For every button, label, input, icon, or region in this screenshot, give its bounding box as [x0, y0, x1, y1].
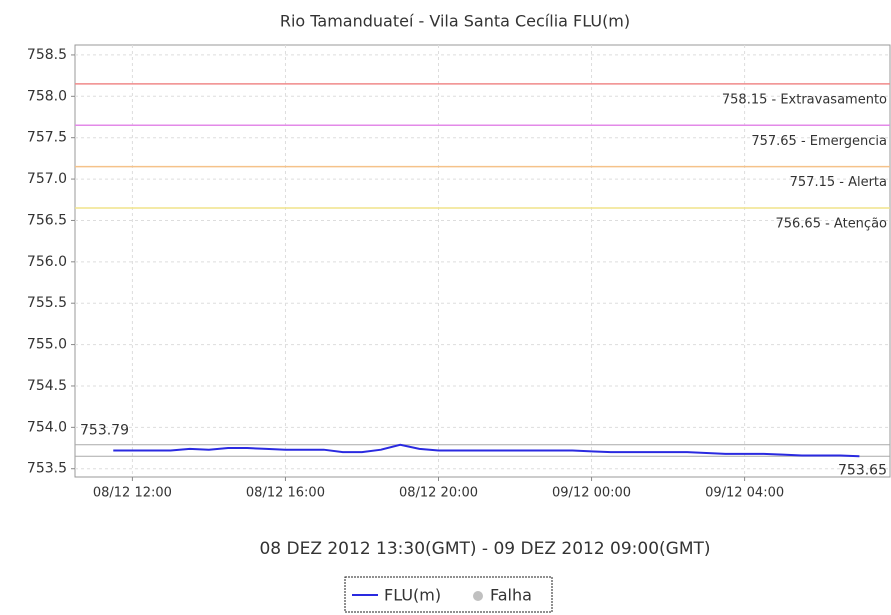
y-tick-label: 754.5	[27, 378, 67, 394]
legend-label: Falha	[490, 586, 532, 605]
y-tick-label: 755.0	[27, 337, 67, 353]
x-axis-label: 08 DEZ 2012 13:30(GMT) - 09 DEZ 2012 09:…	[259, 539, 710, 559]
y-tick-label: 757.5	[27, 130, 67, 146]
threshold-label: 757.65 - Emergencia	[751, 134, 887, 149]
y-tick-label: 754.0	[27, 419, 67, 435]
x-tick-label: 09/12 00:00	[552, 486, 631, 501]
y-tick-label: 755.5	[27, 295, 67, 311]
chart-title: Rio Tamanduateí - Vila Santa Cecília FLU…	[280, 12, 630, 31]
y-tick-label: 757.0	[27, 171, 67, 187]
threshold-label: 756.65 - Atenção	[775, 217, 887, 232]
y-tick-label: 753.5	[27, 461, 67, 477]
y-tick-label: 758.5	[27, 47, 67, 63]
legend-label: FLU(m)	[384, 586, 441, 605]
threshold-label: 758.15 - Extravasamento	[722, 92, 887, 107]
y-tick-label: 758.0	[27, 88, 67, 104]
x-tick-label: 08/12 16:00	[246, 486, 325, 501]
marker-label: 753.65	[838, 462, 887, 478]
marker-label: 753.79	[80, 423, 129, 439]
x-tick-label: 08/12 12:00	[93, 486, 172, 501]
threshold-label: 757.15 - Alerta	[790, 175, 887, 190]
x-tick-label: 09/12 04:00	[705, 486, 784, 501]
legend-box	[344, 576, 553, 613]
y-tick-label: 756.5	[27, 212, 67, 228]
plot-area	[74, 44, 891, 478]
x-tick-label: 08/12 20:00	[399, 486, 478, 501]
y-tick-label: 756.0	[27, 254, 67, 270]
series-line	[113, 443, 860, 458]
legend-swatch	[473, 591, 483, 601]
